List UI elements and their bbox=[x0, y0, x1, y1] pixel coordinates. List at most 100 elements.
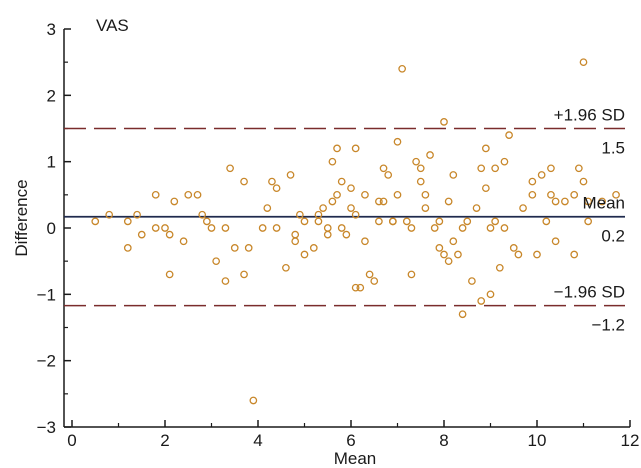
data-point bbox=[295, 210, 304, 219]
data-point bbox=[165, 270, 174, 279]
y-tick-label: 2 bbox=[47, 86, 56, 105]
data-point bbox=[384, 171, 393, 179]
data-point bbox=[509, 244, 518, 252]
data-point bbox=[421, 190, 430, 199]
data-point bbox=[356, 283, 365, 292]
data-point bbox=[570, 250, 579, 259]
data-point bbox=[505, 131, 513, 139]
data-point bbox=[291, 237, 300, 246]
data-point bbox=[221, 224, 230, 232]
data-point bbox=[598, 197, 606, 206]
data-point bbox=[375, 197, 383, 206]
data-point bbox=[458, 224, 467, 232]
data-point bbox=[435, 217, 444, 226]
y-tick-label: −2 bbox=[37, 352, 56, 371]
data-point bbox=[207, 224, 216, 232]
data-point bbox=[449, 237, 458, 246]
data-point bbox=[365, 270, 374, 279]
data-point bbox=[198, 210, 207, 219]
data-point bbox=[444, 257, 453, 266]
x-tick-label: 4 bbox=[253, 431, 262, 450]
data-point bbox=[416, 164, 425, 173]
data-point bbox=[314, 210, 323, 219]
y-tick-label: −3 bbox=[37, 418, 56, 437]
data-point bbox=[333, 190, 341, 199]
data-point bbox=[184, 190, 193, 199]
data-point bbox=[151, 224, 160, 232]
mean-value: 0.2 bbox=[601, 227, 625, 246]
data-point bbox=[193, 190, 202, 199]
data-point bbox=[221, 277, 230, 285]
y-tick-label: 0 bbox=[47, 219, 56, 238]
data-point bbox=[486, 224, 495, 232]
data-point bbox=[579, 177, 588, 186]
x-axis: 0 2 4 6 8 10 12 bbox=[64, 420, 639, 450]
data-point bbox=[351, 144, 360, 153]
data-point bbox=[430, 224, 439, 232]
data-point bbox=[342, 230, 351, 239]
panel-label: VAS bbox=[96, 16, 129, 35]
data-point bbox=[495, 263, 504, 272]
x-tick-label: 6 bbox=[346, 431, 355, 450]
x-tick-label: 10 bbox=[528, 431, 547, 450]
data-point bbox=[212, 257, 220, 266]
data-point bbox=[491, 217, 499, 226]
data-point bbox=[323, 224, 332, 232]
data-point bbox=[105, 210, 114, 219]
data-point bbox=[440, 250, 448, 259]
y-axis-title: Difference bbox=[12, 179, 31, 256]
data-point bbox=[444, 197, 453, 206]
data-point bbox=[612, 190, 620, 199]
data-point bbox=[551, 237, 560, 246]
data-point bbox=[230, 244, 239, 252]
y-tick-label: 3 bbox=[47, 20, 56, 39]
lower-limit-value: −1.2 bbox=[591, 316, 625, 335]
data-point bbox=[514, 250, 523, 259]
data-point bbox=[416, 177, 425, 186]
data-point bbox=[240, 177, 248, 186]
data-point bbox=[323, 230, 332, 239]
data-point bbox=[393, 137, 402, 146]
data-point bbox=[584, 197, 593, 206]
data-point bbox=[500, 157, 509, 166]
y-tick-group: −3 −2 −1 0 1 2 3 bbox=[37, 20, 71, 437]
data-point bbox=[258, 224, 267, 232]
data-point bbox=[133, 210, 141, 219]
data-point bbox=[300, 250, 309, 259]
data-point bbox=[337, 177, 346, 186]
reference-lines bbox=[64, 127, 625, 307]
data-point bbox=[398, 64, 406, 73]
data-point bbox=[407, 270, 416, 279]
data-point bbox=[361, 237, 369, 246]
data-point bbox=[491, 164, 499, 173]
data-point bbox=[165, 230, 174, 239]
data-point bbox=[440, 118, 448, 126]
data-point bbox=[542, 217, 551, 226]
upper-limit-value: 1.5 bbox=[601, 139, 625, 158]
data-point bbox=[137, 230, 146, 239]
data-point bbox=[351, 210, 360, 219]
data-point bbox=[328, 157, 337, 166]
data-point bbox=[412, 157, 420, 166]
data-point bbox=[370, 277, 379, 285]
data-point bbox=[435, 244, 444, 252]
data-point bbox=[454, 250, 462, 259]
data-point bbox=[528, 190, 537, 199]
data-point bbox=[179, 237, 188, 246]
data-point bbox=[472, 204, 481, 212]
data-point bbox=[584, 217, 593, 226]
data-point bbox=[244, 244, 253, 252]
data-point bbox=[388, 217, 397, 226]
data-point bbox=[449, 171, 458, 179]
data-point bbox=[300, 217, 309, 226]
data-point bbox=[314, 217, 323, 226]
data-point bbox=[551, 197, 560, 206]
data-point bbox=[458, 310, 467, 319]
data-point bbox=[477, 297, 486, 305]
data-point bbox=[570, 190, 579, 199]
data-point bbox=[123, 217, 132, 226]
data-point bbox=[309, 244, 318, 252]
data-point bbox=[319, 204, 327, 212]
data-point bbox=[91, 217, 100, 226]
